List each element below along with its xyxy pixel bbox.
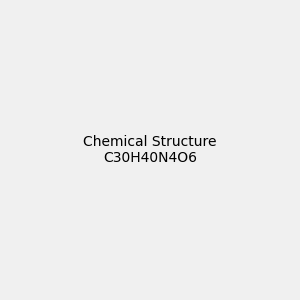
Text: Chemical Structure
C30H40N4O6: Chemical Structure C30H40N4O6 bbox=[83, 135, 217, 165]
